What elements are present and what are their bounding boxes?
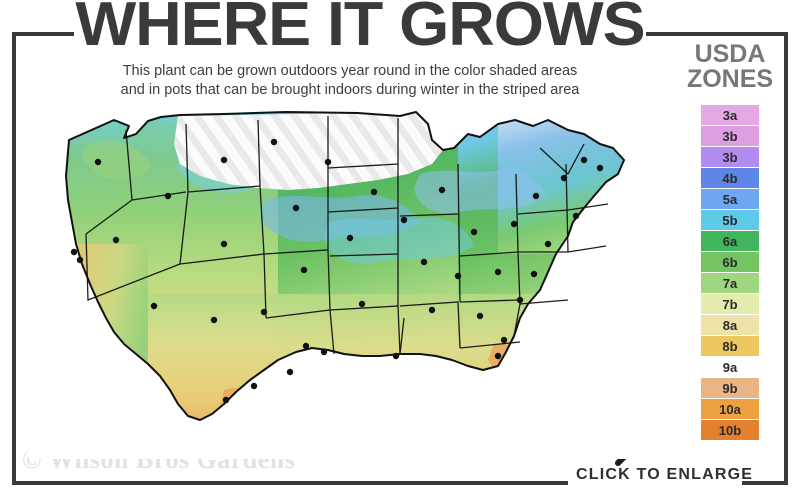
legend-heading-line-2: ZONES (686, 65, 774, 93)
legend-swatch-8a: 8a (701, 315, 759, 336)
subtitle-line-2: and in pots that can be brought indoors … (120, 82, 580, 98)
frame-bottom-left (12, 481, 568, 485)
legend-swatch-5a: 5a (701, 189, 759, 210)
usda-zone-legend: 3a 3b 3b 4b 5a 5b 6a 6b 7a 7b 8a 8b 9a 9b 10a 10b (701, 105, 759, 441)
legend-swatch-3b: 3b (701, 147, 759, 168)
legend-swatch-4b: 4b (701, 168, 759, 189)
legend-swatch-5b: 5b (701, 210, 759, 231)
subtitle-text: This plant can be grown outdoors year ro… (40, 62, 660, 100)
frame-top-left (12, 32, 74, 36)
legend-heading: USDA ZONES (672, 42, 788, 92)
legend-swatch-7a: 7a (701, 273, 759, 294)
usa-zone-map[interactable] (28, 104, 673, 459)
legend-swatch-3b: 3b (701, 126, 759, 147)
legend-swatch-9b: 9b (701, 378, 759, 399)
click-to-enlarge-label[interactable]: CLICK TO ENLARGE (576, 466, 754, 483)
legend-swatch-6a: 6a (701, 231, 759, 252)
legend-swatch-8b: 8b (701, 336, 759, 357)
frame-top-right (646, 32, 788, 36)
frame-right-edge (784, 32, 788, 485)
legend-swatch-10b: 10b (701, 420, 759, 441)
legend-swatch-7b: 7b (701, 294, 759, 315)
page-title: WHERE IT GROWS (75, 0, 645, 59)
legend-heading-line-1: USDA (694, 40, 766, 68)
legend-swatch-3a: 3a (701, 105, 759, 126)
legend-swatch-9a: 9a (701, 357, 759, 378)
frame-bottom-right (742, 481, 788, 485)
legend-swatch-10a: 10a (701, 399, 759, 420)
subtitle-line-1: This plant can be grown outdoors year ro… (122, 63, 578, 79)
legend-swatch-6b: 6b (701, 252, 759, 273)
frame-left-edge (12, 32, 16, 485)
